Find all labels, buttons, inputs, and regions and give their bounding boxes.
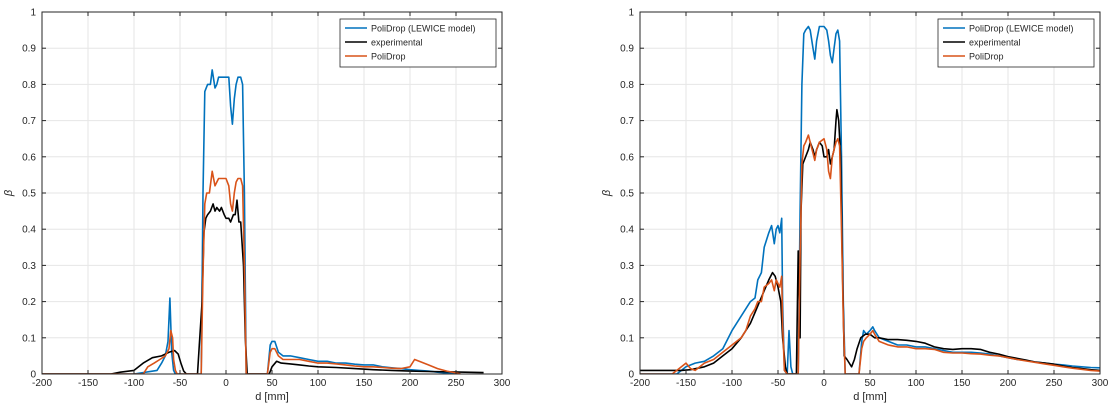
legend-box <box>339 18 497 68</box>
x-tick-label: 250 <box>1046 378 1063 389</box>
y-tick-label: 0.3 <box>620 261 634 272</box>
x-tick-label: -150 <box>78 378 98 389</box>
x-tick-label: -50 <box>173 378 188 389</box>
x-tick-label: -200 <box>32 378 52 389</box>
y-tick-label: 0.2 <box>620 297 634 308</box>
x-tick-label: 0 <box>223 378 229 389</box>
y-tick-label: 0.7 <box>620 116 634 127</box>
x-tick-label: 300 <box>494 378 511 389</box>
y-tick-label: 0.5 <box>22 189 36 200</box>
y-tick-label: 0.7 <box>22 116 36 127</box>
x-tick-label: 250 <box>448 378 465 389</box>
series-line-1 <box>42 69 457 374</box>
y-tick-label: 0.5 <box>620 189 634 200</box>
y-tick-label: 0.9 <box>22 44 36 55</box>
y-axis-label: β <box>601 189 613 197</box>
series-line-1 <box>640 25 1100 374</box>
series-line-3 <box>42 170 461 374</box>
x-tick-label: -200 <box>630 378 650 389</box>
x-tick-label: 200 <box>1000 378 1017 389</box>
y-tick-label: 0.4 <box>22 225 36 236</box>
legend-label-1: PoliDrop (LEWICE model) <box>371 24 476 34</box>
x-tick-label: 100 <box>908 378 925 389</box>
y-axis-label: β <box>3 189 15 197</box>
x-tick-label: 150 <box>954 378 971 389</box>
x-tick-label: -100 <box>722 378 742 389</box>
x-axis-label: d [mm] <box>255 391 289 403</box>
y-tick-label: 0.6 <box>620 152 634 163</box>
y-tick-label: 0.9 <box>620 44 634 55</box>
legend-label-2: experimental <box>969 38 1021 48</box>
x-tick-label: 50 <box>864 378 876 389</box>
legend-label-3: PoliDrop <box>969 52 1004 62</box>
y-tick-label: 0.8 <box>620 80 634 91</box>
x-tick-label: -50 <box>771 378 786 389</box>
x-tick-label: 300 <box>1092 378 1109 389</box>
x-tick-label: -150 <box>676 378 696 389</box>
x-tick-label: 0 <box>821 378 827 389</box>
series-line-2 <box>42 199 484 374</box>
legend: PoliDrop (LEWICE model) experimental PoliD… <box>937 18 1095 68</box>
y-tick-label: 0.1 <box>22 333 36 344</box>
x-tick-label: 100 <box>310 378 327 389</box>
legend-box <box>937 18 1095 68</box>
y-tick-label: 0.4 <box>620 225 634 236</box>
x-tick-label: 200 <box>402 378 419 389</box>
y-tick-label: 0.2 <box>22 297 36 308</box>
x-tick-label: 150 <box>356 378 373 389</box>
y-tick-label: 0 <box>628 370 634 381</box>
chart-1: -200 -150 -100 -50 0 50 100 150 200 250 300 0 0.1 0.2… <box>3 8 511 404</box>
chart-2: -200 -150 -100 -50 0 50 100 150 200 250 300 0 0.1 0.2… <box>601 8 1109 404</box>
y-tick-label: 0.1 <box>620 333 634 344</box>
y-tick-label: 1 <box>30 8 36 19</box>
legend-label-1: PoliDrop (LEWICE model) <box>969 24 1074 34</box>
y-tick-label: 1 <box>628 8 634 19</box>
y-tick-label: 0.6 <box>22 152 36 163</box>
y-tick-label: 0 <box>30 370 36 381</box>
series-line-3 <box>640 134 1100 374</box>
legend-label-2: experimental <box>371 38 423 48</box>
x-tick-label: -100 <box>124 378 144 389</box>
legend-label-3: PoliDrop <box>371 52 406 62</box>
y-tick-label: 0.8 <box>22 80 36 91</box>
x-tick-label: 50 <box>266 378 278 389</box>
x-axis-label: d [mm] <box>853 391 887 403</box>
y-tick-label: 0.3 <box>22 261 36 272</box>
legend: PoliDrop (LEWICE model) experimental PoliD… <box>339 18 497 68</box>
